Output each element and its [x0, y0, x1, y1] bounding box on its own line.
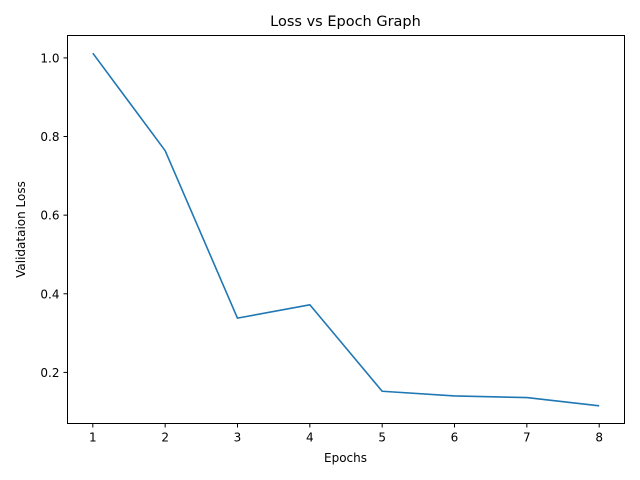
x-tick-label: 1 — [89, 431, 97, 445]
x-tick-label: 8 — [595, 431, 603, 445]
y-tick-label: 0.4 — [40, 287, 59, 301]
y-axis: 0.2 0.4 0.6 0.8 1.0 — [40, 51, 68, 380]
x-axis: 1 2 3 4 5 6 7 8 — [89, 423, 603, 445]
x-tick-label: 5 — [378, 431, 386, 445]
x-tick-label: 4 — [306, 431, 314, 445]
series-line — [92, 52, 600, 407]
series-group — [92, 52, 600, 407]
plot-frame — [67, 35, 625, 424]
y-tick-label: 0.8 — [40, 130, 59, 144]
y-tick-label: 0.2 — [40, 366, 59, 380]
y-axis-label: Validataion Loss — [14, 181, 28, 278]
x-axis-label: Epochs — [324, 451, 367, 465]
x-tick-label: 7 — [523, 431, 531, 445]
chart-title: Loss vs Epoch Graph — [270, 14, 421, 30]
y-tick-label: 1.0 — [40, 51, 59, 65]
x-tick-label: 6 — [451, 431, 459, 445]
x-tick-label: 2 — [161, 431, 169, 445]
x-tick-label: 3 — [234, 431, 242, 445]
y-tick-label: 0.6 — [40, 209, 59, 223]
